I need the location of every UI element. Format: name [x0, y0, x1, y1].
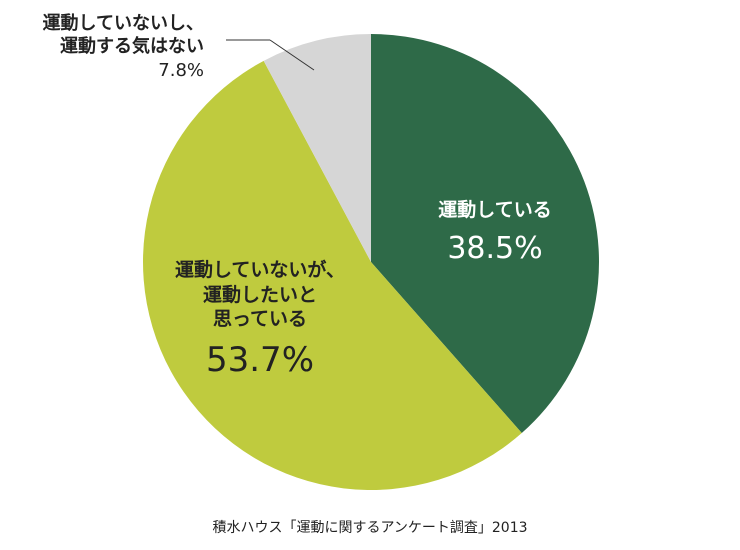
slice-label: 運動する気はない	[60, 36, 204, 58]
slice-label: 運動している	[438, 199, 552, 221]
slice-value: 38.5%	[447, 230, 543, 266]
leader-line	[269, 39, 315, 71]
slice-no-intent	[263, 34, 371, 262]
label-no-intent: 運動していないし、 運動する気はない 7.8%	[4, 12, 204, 82]
label-exercising: 運動している 38.5%	[405, 198, 585, 268]
source-caption: 積水ハウス「運動に関するアンケート調査」2013	[212, 520, 528, 536]
slice-label: 運動していないし、	[42, 13, 204, 34]
slice-label: 運動していないが、	[174, 259, 346, 281]
slice-value: 53.7%	[205, 340, 314, 381]
slice-label: 運動したいと	[202, 283, 317, 306]
slice-exercising	[371, 34, 599, 434]
slice-want-to-exercise	[143, 60, 522, 490]
slice-label: 思っている	[212, 308, 308, 331]
slice-value: 7.8%	[158, 59, 204, 81]
label-want-to-exercise: 運動していないが、 運動したいと 思っている 53.7%	[150, 258, 370, 382]
